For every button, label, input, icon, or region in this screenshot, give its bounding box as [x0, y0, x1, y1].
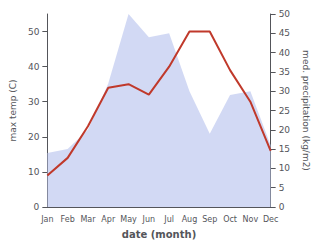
svg-text:10: 10 — [28, 167, 40, 177]
svg-text:40: 40 — [28, 62, 40, 72]
svg-text:5: 5 — [279, 183, 285, 193]
svg-text:max temp (C): max temp (C) — [8, 79, 18, 141]
svg-text:45: 45 — [279, 28, 290, 38]
svg-text:0: 0 — [34, 202, 40, 212]
svg-text:Feb: Feb — [61, 215, 75, 224]
svg-text:Jul: Jul — [163, 215, 174, 224]
svg-text:30: 30 — [28, 97, 40, 107]
svg-text:med. precipitation (kg/m2): med. precipitation (kg/m2) — [301, 50, 311, 171]
svg-text:15: 15 — [279, 144, 290, 154]
svg-text:50: 50 — [279, 9, 291, 19]
svg-text:40: 40 — [279, 48, 291, 58]
svg-text:Oct: Oct — [223, 215, 237, 224]
svg-text:10: 10 — [279, 163, 291, 173]
svg-text:Mar: Mar — [80, 215, 96, 224]
svg-text:50: 50 — [28, 27, 40, 37]
svg-text:0: 0 — [279, 202, 285, 212]
svg-text:30: 30 — [279, 86, 291, 96]
svg-text:35: 35 — [279, 67, 290, 77]
svg-text:Jan: Jan — [40, 215, 53, 224]
svg-text:25: 25 — [279, 106, 290, 116]
svg-text:Sep: Sep — [202, 215, 217, 224]
svg-text:Aug: Aug — [182, 215, 198, 224]
svg-text:20: 20 — [28, 132, 40, 142]
svg-text:Dec: Dec — [263, 215, 278, 224]
svg-text:20: 20 — [279, 125, 291, 135]
svg-text:date (month): date (month) — [122, 229, 196, 240]
svg-text:Apr: Apr — [101, 215, 116, 224]
svg-text:Nov: Nov — [243, 215, 259, 224]
svg-text:May: May — [120, 215, 137, 224]
svg-text:Jun: Jun — [142, 215, 156, 224]
